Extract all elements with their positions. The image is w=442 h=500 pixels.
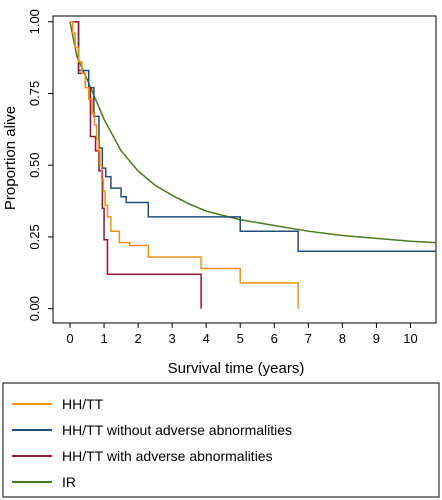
x-tick-label: 3 [169, 331, 176, 346]
plot-area [52, 15, 437, 324]
y-tick-label: 0.25 [27, 224, 42, 249]
legend: HH/TT HH/TT without adverse abnormalities… [2, 382, 440, 498]
x-tick-label: 10 [403, 331, 417, 346]
y-tick-label: 1.00 [27, 9, 42, 34]
y-tick-label: 0.75 [27, 81, 42, 106]
x-tick-label: 1 [100, 331, 107, 346]
legend-frame [2, 382, 440, 498]
legend-label: HH/TT with adverse abnormalities [62, 448, 273, 464]
series-line-0 [70, 20, 299, 309]
series-line-2 [70, 20, 202, 309]
legend-label: IR [62, 474, 76, 490]
y-axis-title: Proportion alive [2, 106, 19, 210]
x-tick-label: 7 [305, 331, 312, 346]
x-tick-label: 9 [373, 331, 380, 346]
y-tick-label: 0.00 [27, 296, 42, 321]
x-tick-label: 5 [237, 331, 244, 346]
series-layer [69, 20, 437, 309]
x-axis-title: Survival time (years) [168, 360, 305, 377]
x-tick-label: 0 [66, 331, 73, 346]
plot-frame [52, 15, 437, 324]
legend-label: HH/TT without adverse abnormalities [62, 422, 292, 438]
x-tick-label: 2 [134, 331, 141, 346]
y-axis: 0.00 0.25 0.50 0.75 1.00 [27, 9, 53, 321]
series-line-1 [70, 20, 436, 253]
x-tick-label: 8 [339, 331, 346, 346]
legend-label: HH/TT [62, 396, 104, 412]
x-tick-label: 6 [271, 331, 278, 346]
series-line-3 [69, 21, 437, 244]
x-tick-label: 4 [203, 331, 210, 346]
x-axis: 0 1 2 3 4 5 6 7 8 9 10 [66, 323, 418, 346]
y-tick-label: 0.50 [27, 153, 42, 178]
